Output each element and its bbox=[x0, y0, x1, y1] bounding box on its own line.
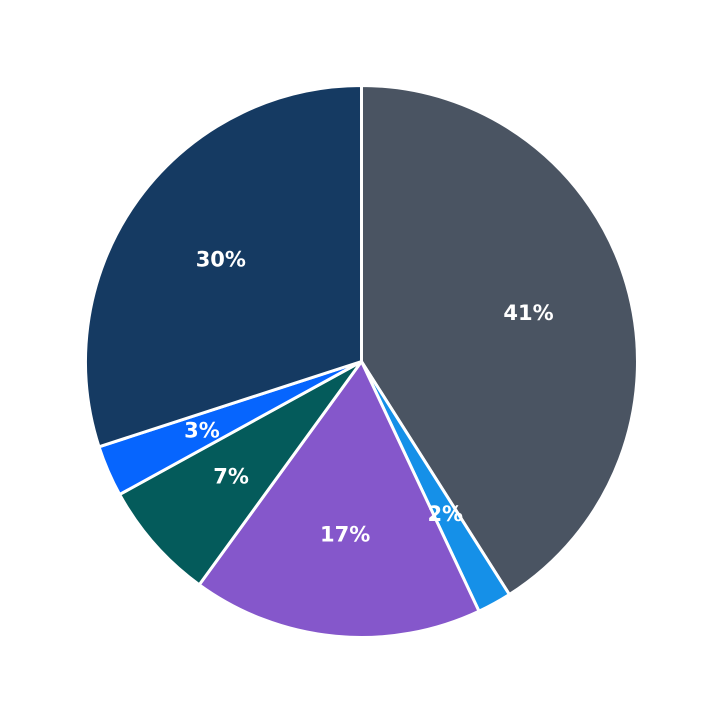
pie-slice-1 bbox=[360, 84, 639, 597]
slice-label-6: 30% bbox=[196, 247, 246, 271]
pie-slice-3 bbox=[197, 360, 481, 639]
slices-layer bbox=[84, 84, 639, 639]
labels-layer: 41% 2% 17% 7% 3% 30% bbox=[184, 247, 554, 546]
slice-label-4: 7% bbox=[213, 464, 249, 488]
slice-label-1: 41% bbox=[503, 301, 553, 325]
slice-label-5: 3% bbox=[184, 419, 220, 443]
pie-slice-4 bbox=[118, 360, 363, 587]
pie-slice-6 bbox=[84, 84, 363, 449]
slice-label-3: 17% bbox=[320, 523, 370, 547]
slice-label-2: 2% bbox=[427, 502, 463, 526]
